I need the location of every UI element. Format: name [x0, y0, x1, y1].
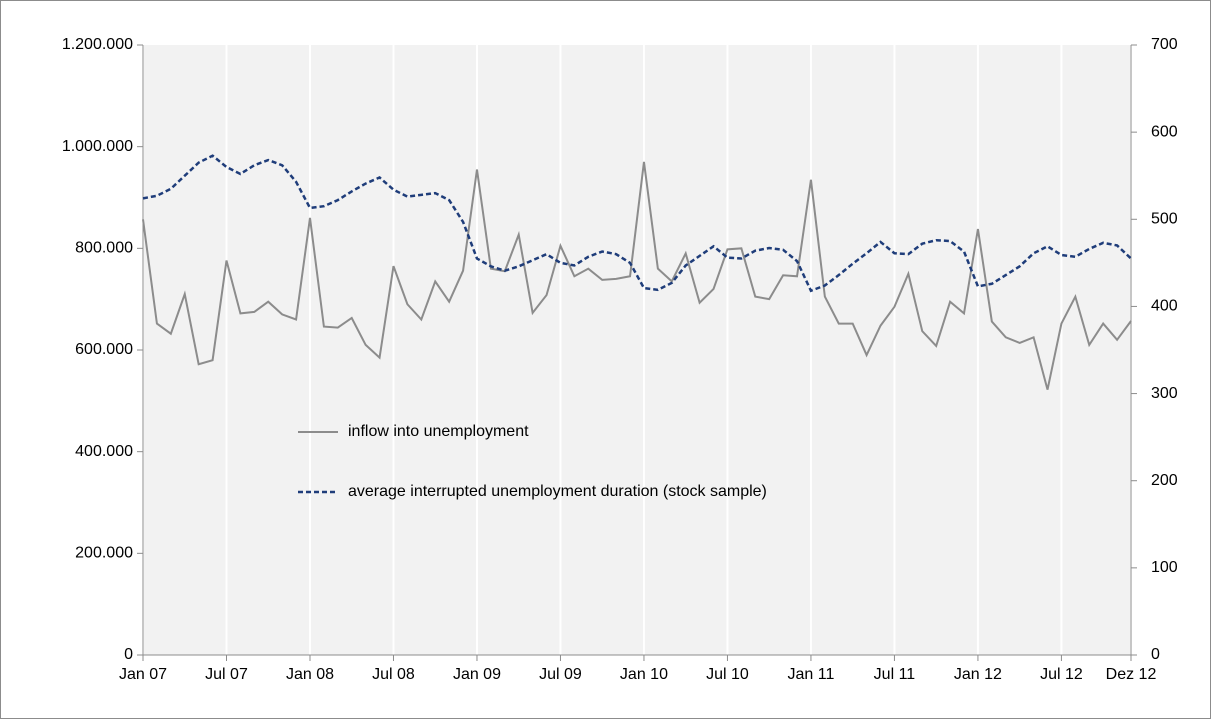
x-tick-label: Jul 08	[372, 666, 415, 683]
legend-label: average interrupted unemployment duratio…	[348, 483, 767, 500]
y2-tick-label: 500	[1151, 211, 1178, 228]
x-tick-label: Jan 09	[453, 666, 501, 683]
x-tick-label: Dez 12	[1106, 666, 1157, 683]
plot-area	[143, 45, 1131, 655]
y2-tick-label: 100	[1151, 559, 1178, 576]
x-tick-label: Jan 07	[119, 666, 167, 683]
y-tick-label: 600.000	[75, 341, 133, 358]
y2-tick-label: 700	[1151, 36, 1178, 53]
y-tick-label: 800.000	[75, 240, 133, 257]
x-tick-label: Jul 07	[205, 666, 248, 683]
legend-label: inflow into unemployment	[348, 423, 529, 440]
y2-tick-label: 400	[1151, 298, 1178, 315]
series-line	[142, 154, 1132, 293]
x-tick-label: Jul 12	[1040, 666, 1083, 683]
series-line	[142, 161, 1132, 390]
x-tick-label: Jul 10	[706, 666, 749, 683]
x-tick-label: Jul 09	[539, 666, 582, 683]
y-tick-label: 1.000.000	[62, 138, 133, 155]
x-tick-label: Jan 11	[788, 666, 835, 683]
x-tick-label: Jan 12	[954, 666, 1002, 683]
x-tick-label: Jan 08	[286, 666, 334, 683]
y2-tick-label: 600	[1151, 123, 1178, 140]
y-tick-label: 400.000	[75, 443, 133, 460]
y-tick-label: 200.000	[75, 545, 133, 562]
x-tick-label: Jul 11	[874, 666, 916, 683]
x-tick-label: Jan 10	[620, 666, 668, 683]
y2-tick-label: 300	[1151, 385, 1178, 402]
y-tick-label: 0	[124, 646, 133, 663]
y2-tick-label: 200	[1151, 472, 1178, 489]
y2-tick-label: 0	[1151, 646, 1160, 663]
y-tick-label: 1.200.000	[62, 36, 133, 53]
